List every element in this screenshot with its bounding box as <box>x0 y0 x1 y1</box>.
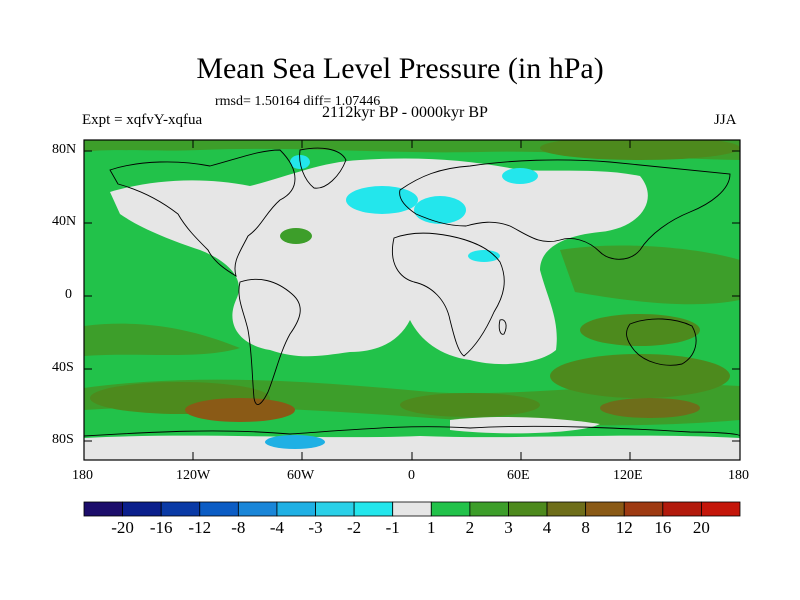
colorbar-label-14: 16 <box>654 518 672 537</box>
coast-australia <box>626 318 697 366</box>
colorbar-swatch-9 <box>430 501 471 517</box>
lat-label-40n: 40N <box>52 214 77 229</box>
colorbar-label-15: 20 <box>692 518 710 537</box>
field-band-indian <box>560 245 740 305</box>
stats-label: rmsd= 1.50164 diff= 1.07446 <box>215 94 381 109</box>
lat-label-40s: 40S <box>52 360 74 375</box>
colorbar-swatch-1 <box>122 501 162 517</box>
lon-label-180e: 180 <box>728 468 749 483</box>
coast-south-america <box>238 278 301 405</box>
colorbar-label-9: 2 <box>465 518 475 537</box>
field-brown-antarctic <box>185 398 295 422</box>
experiment-label: Expt = xqfvY-xqfua <box>82 112 203 128</box>
colorbar-swatch-7 <box>353 501 394 517</box>
axis-ticks <box>83 140 741 460</box>
field-near-zero-s-atl <box>450 417 600 434</box>
colorbar-label-1: -16 <box>149 518 173 537</box>
coast-africa <box>392 232 505 357</box>
lon-label-180w: 180 <box>72 468 93 483</box>
coast-eurasia <box>399 159 731 260</box>
lon-label-120w: 120W <box>176 468 211 483</box>
colorbar-swatch-5 <box>276 501 316 517</box>
colorbar-label-0: -20 <box>111 518 134 537</box>
colorbar-swatch-6 <box>315 501 355 517</box>
colorbar-swatch-14 <box>623 501 664 517</box>
colorbar-label-13: 12 <box>615 518 633 537</box>
field-band-pacific <box>84 323 240 356</box>
field-neg-siberia <box>502 168 538 184</box>
colorbar-swatch-13 <box>585 501 625 517</box>
field-olive-arctic <box>540 140 740 160</box>
field-near-zero-antarctic <box>84 435 740 460</box>
colorbar-label-2: -12 <box>188 518 212 537</box>
colorbar-label-8: 1 <box>427 518 436 537</box>
lon-label-0: 0 <box>408 468 415 483</box>
field-neg-europe <box>414 196 466 224</box>
colorbar-swatch-16 <box>701 501 741 517</box>
lat-label-80s: 80S <box>52 432 74 447</box>
colorbar-swatch-0 <box>83 501 123 517</box>
colorbar-swatch-11 <box>508 501 548 517</box>
colorbar-label-12: 8 <box>581 518 590 537</box>
field-olive-atlantic <box>400 393 540 417</box>
field-near-zero-main <box>110 158 648 365</box>
colorbar-swatch-8 <box>392 501 432 517</box>
coast-antarctica <box>83 425 741 437</box>
colorbar-swatch-2 <box>160 501 201 517</box>
colorbar-swatch-15 <box>662 501 702 517</box>
colorbar-label-11: 4 <box>542 518 552 537</box>
field-neg-w-atlantic <box>280 228 312 244</box>
coast-madagascar <box>498 319 507 335</box>
season-label: JJA <box>714 112 737 128</box>
field-olive-se-pacific <box>550 354 730 398</box>
coast-north-america <box>109 149 296 277</box>
lon-label-60e: 60E <box>507 468 530 483</box>
period-label: 2112kyr BP - 0000kyr BP <box>322 104 488 121</box>
shaded-field <box>84 140 740 460</box>
field-brown-antarctic-2 <box>600 398 700 418</box>
colorbar-label-6: -2 <box>347 518 362 537</box>
colorbar-label-4: -4 <box>269 518 285 537</box>
coast-greenland <box>299 147 347 189</box>
map-title: Mean Sea Level Pressure (in hPa) <box>196 52 604 85</box>
coastlines <box>83 147 741 437</box>
colorbar-swatch-10 <box>469 501 509 517</box>
field-olive-pacific-mid <box>580 314 700 346</box>
field-neg-weddell <box>265 435 325 449</box>
colorbar-swatch-3 <box>199 501 239 517</box>
lat-label-0: 0 <box>65 287 72 302</box>
colorbar-label-7: -1 <box>385 518 400 537</box>
colorbar-swatch-12 <box>546 501 587 517</box>
lat-label-80n: 80N <box>52 142 77 157</box>
colorbar-label-3: -8 <box>231 518 246 537</box>
colorbar-label-5: -3 <box>308 518 323 537</box>
colorbar-swatch-4 <box>237 501 278 517</box>
lon-label-120e: 120E <box>613 468 643 483</box>
colorbar-label-10: 3 <box>504 518 513 537</box>
lon-label-60w: 60W <box>287 468 315 483</box>
